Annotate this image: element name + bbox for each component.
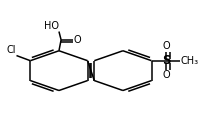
Text: O: O [74, 35, 81, 45]
Text: O: O [163, 41, 170, 51]
Text: HO: HO [44, 21, 59, 31]
Text: CH₃: CH₃ [181, 56, 199, 66]
Text: S: S [162, 54, 171, 67]
Text: O: O [163, 70, 170, 80]
Text: Cl: Cl [6, 45, 16, 55]
